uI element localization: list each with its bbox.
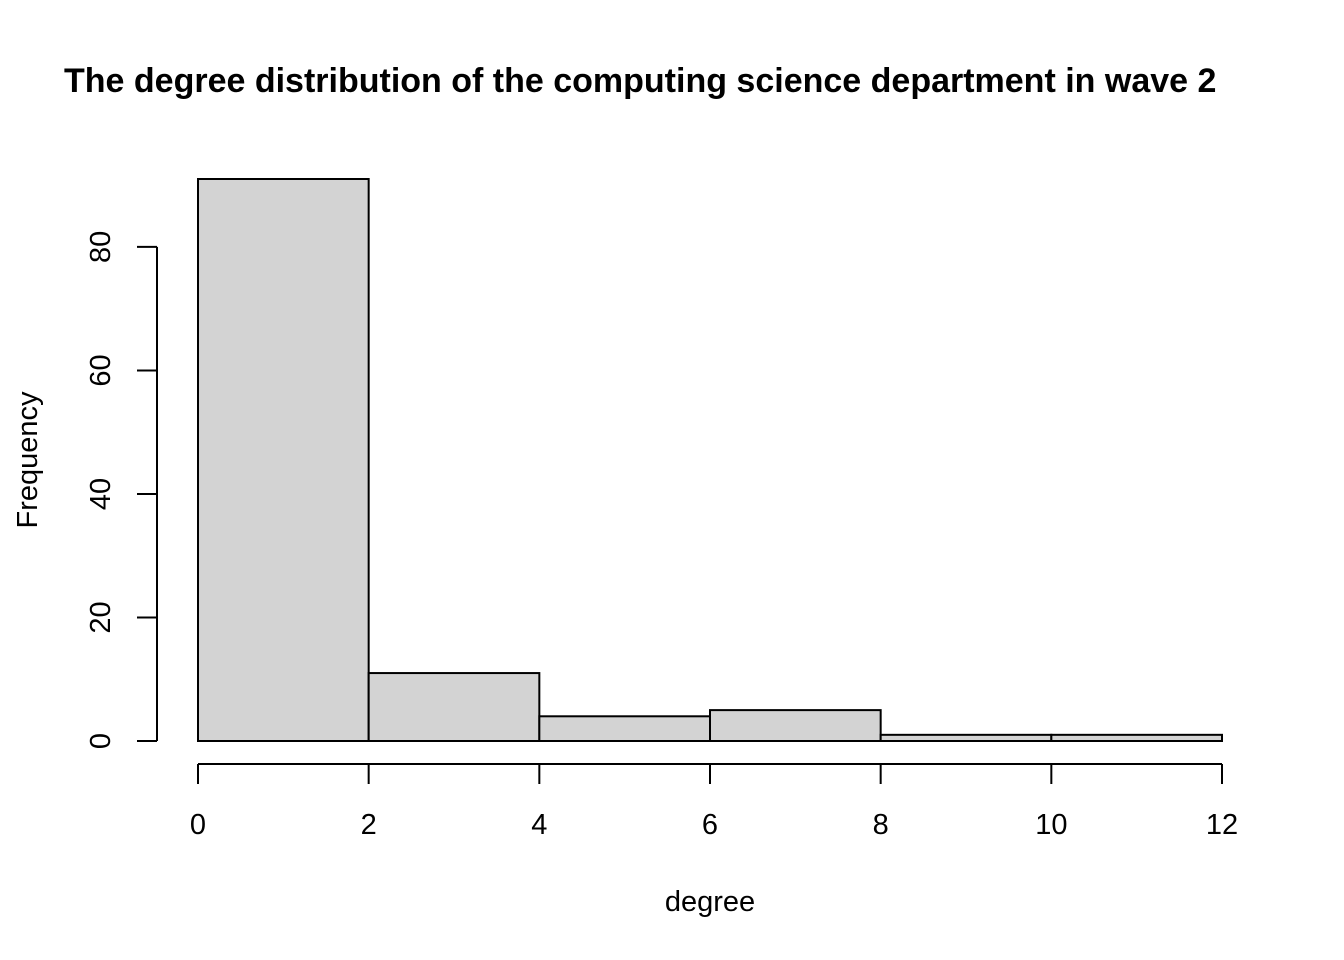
x-tick-label-0: 0: [190, 809, 206, 841]
y-tick-label-3: 60: [85, 354, 117, 386]
y-tick-label-2: 40: [85, 478, 117, 510]
histogram-bar-3: [709, 709, 882, 742]
x-tick-label-3: 6: [702, 809, 718, 841]
x-tick-label-1: 2: [361, 809, 377, 841]
y-tick-label-1: 20: [85, 601, 117, 633]
x-tick-label-2: 4: [531, 809, 547, 841]
y-axis-label: Frequency: [12, 391, 44, 529]
histogram-bar-5: [1050, 733, 1224, 742]
chart-title: The degree distribution of the computing…: [64, 62, 1216, 100]
x-tick-label-6: 12: [1206, 809, 1238, 841]
x-tick-label-5: 10: [1035, 809, 1067, 841]
histogram-bar-0: [197, 178, 370, 742]
histogram-bars: [197, 178, 1224, 742]
x-axis-label: degree: [665, 886, 755, 918]
histogram-bar-4: [879, 733, 1053, 742]
y-axis: 0 20 40 60 80: [85, 231, 158, 749]
x-axis: 0 2 4 6 8 10 12: [190, 763, 1238, 841]
histogram-bar-2: [538, 715, 711, 742]
histogram-bar-1: [367, 672, 541, 742]
y-tick-label-0: 0: [85, 733, 117, 749]
x-tick-label-4: 8: [873, 809, 889, 841]
y-tick-label-4: 80: [85, 231, 117, 263]
